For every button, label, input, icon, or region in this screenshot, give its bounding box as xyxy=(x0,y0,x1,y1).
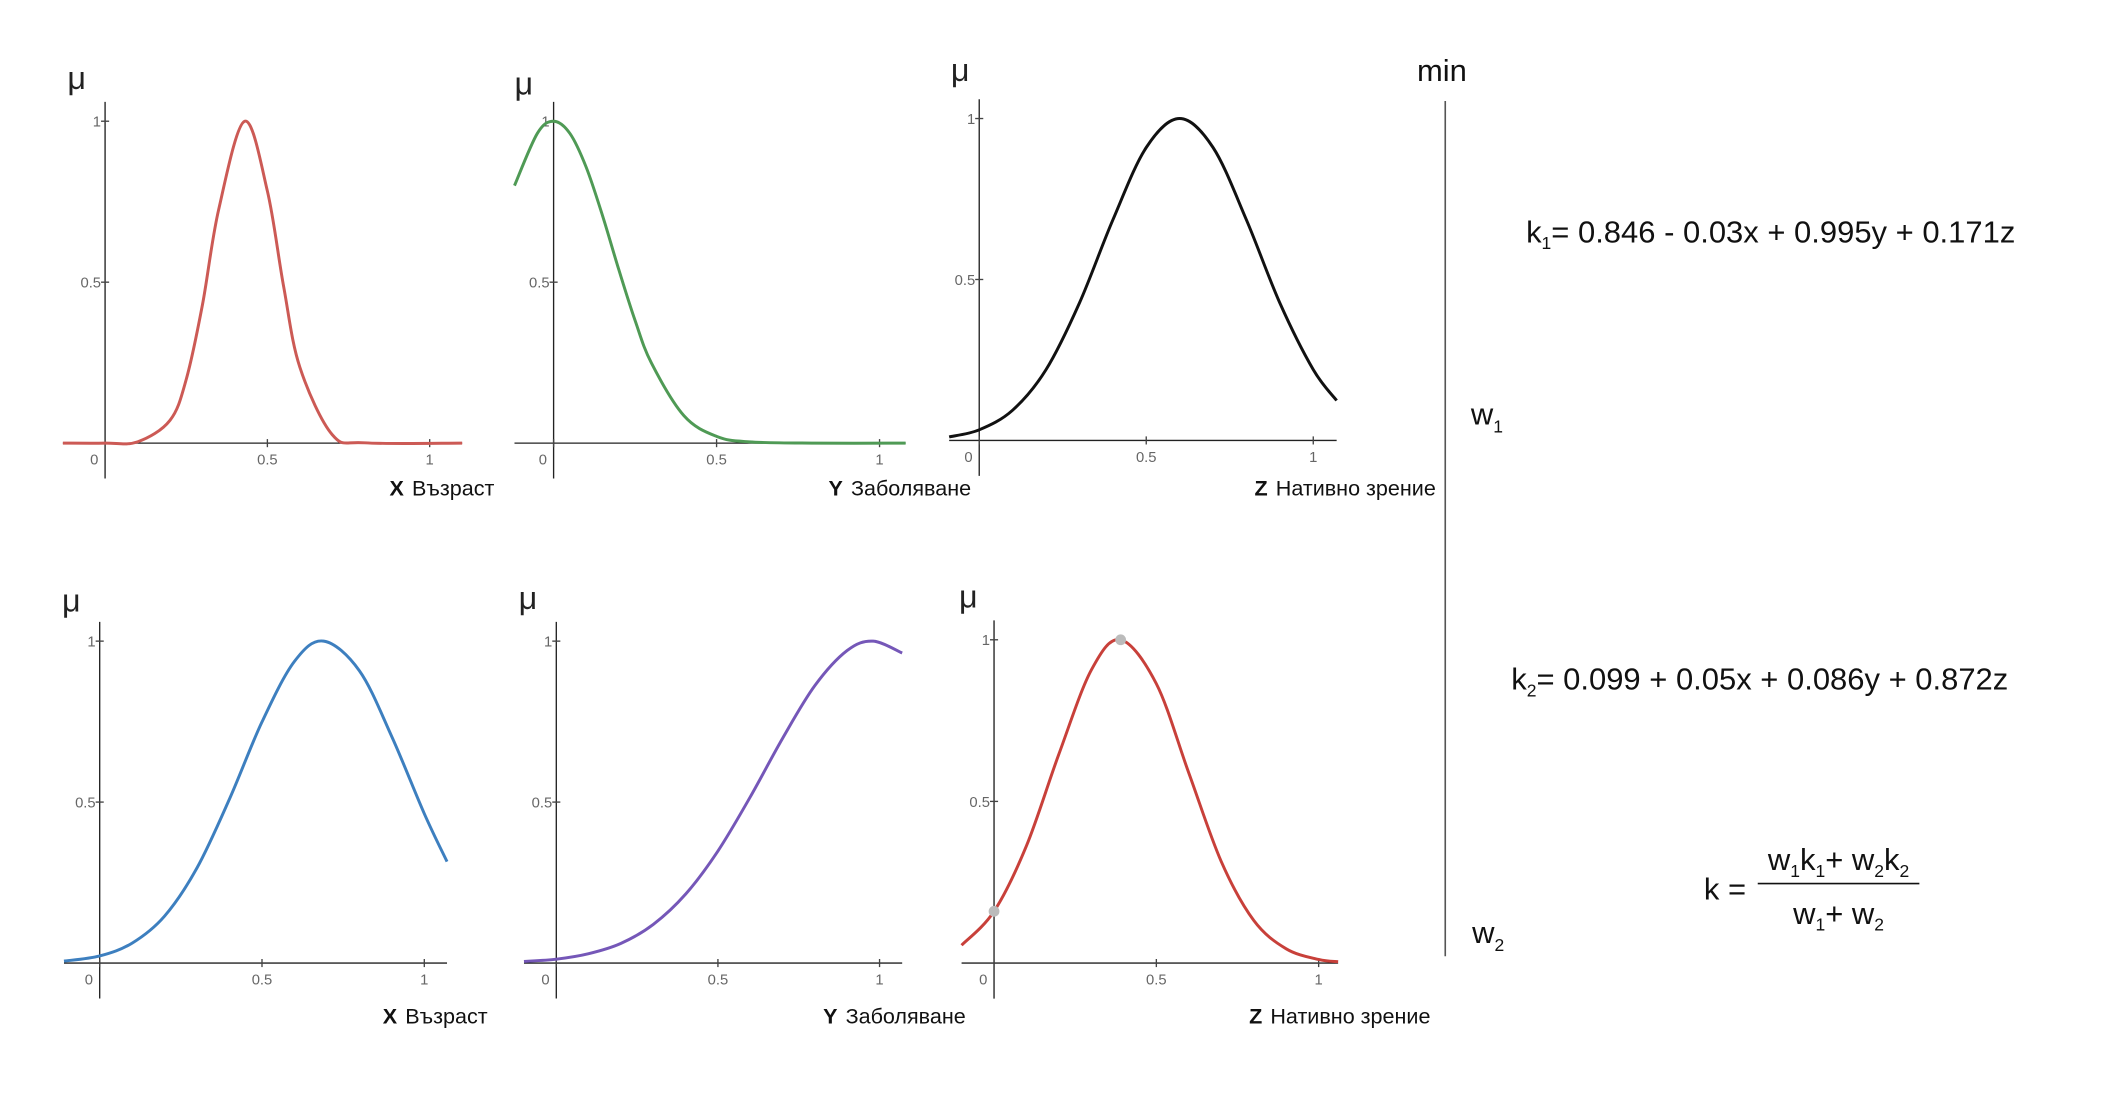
y-tick-label: 1 xyxy=(982,633,990,649)
y-axis-label: μ xyxy=(951,52,970,88)
k1-formula: k1= 0.846 - 0.03x + 0.995y + 0.171z xyxy=(1526,214,2015,253)
y-tick-label: 1 xyxy=(544,635,552,651)
x-var: Z xyxy=(1249,1004,1262,1029)
sub-piece: 1 xyxy=(1790,861,1800,881)
chart: 0 0.5 1 0.5 1 μ Z Нативно зрение xyxy=(959,578,1430,1028)
w-sub: 1 xyxy=(1493,416,1503,436)
sub-piece: 2 xyxy=(1874,915,1884,935)
w-sub: 2 xyxy=(1495,935,1505,955)
y-tick-label: 0.5 xyxy=(955,273,976,289)
k-numerator: w1k1+ w2k2 xyxy=(1767,842,1909,881)
x-tick-label: 0.5 xyxy=(706,453,727,469)
x-tick-label: 0.5 xyxy=(708,973,729,989)
x-var: X xyxy=(383,1004,398,1029)
k-sub: 1 xyxy=(1542,233,1552,253)
y-tick-label: 0.5 xyxy=(529,276,550,292)
y-tick-label: 0.5 xyxy=(532,795,553,811)
piece: w xyxy=(1792,896,1816,931)
y-tick-label: 1 xyxy=(87,635,95,651)
curve xyxy=(523,639,903,963)
x-name: Възраст xyxy=(412,476,494,501)
sub-piece: 2 xyxy=(1874,861,1884,881)
x-tick-label: 1 xyxy=(875,973,883,989)
x-axis-label: X Възраст xyxy=(383,1004,488,1029)
k-denominator: w1+ w2 xyxy=(1792,896,1884,935)
x-axis-label: Y Заболяване xyxy=(823,1004,966,1029)
y-tick-label: 1 xyxy=(967,112,975,128)
chart: 0 0.5 1 0.5 1 μ X Възраст xyxy=(62,582,488,1028)
highlight-point xyxy=(988,905,1000,917)
y-tick-label: 1 xyxy=(93,115,101,131)
x-tick-label: 0.5 xyxy=(1146,973,1167,989)
k2-formula: k2= 0.099 + 0.05x + 0.086y + 0.872z xyxy=(1511,662,2008,701)
x-tick-label: 0.5 xyxy=(257,453,278,469)
piece: w xyxy=(1767,842,1791,877)
piece: + w xyxy=(1825,842,1875,877)
piece: k xyxy=(1800,842,1816,877)
curve xyxy=(63,639,449,963)
x-tick-label: 0 xyxy=(979,973,987,989)
x-var: Y xyxy=(829,476,844,501)
w1-label: w1 xyxy=(1470,396,1503,436)
curve xyxy=(948,117,1338,439)
k-rest: = 0.099 + 0.05x + 0.086y + 0.872z xyxy=(1536,662,2008,697)
x-tick-label: 1 xyxy=(1309,450,1317,466)
x-name: Заболяване xyxy=(851,476,971,501)
y-tick-label: 0.5 xyxy=(80,276,101,292)
y-axis-label: μ xyxy=(519,580,538,616)
y-axis-label: μ xyxy=(67,60,86,96)
k-base: k xyxy=(1526,214,1542,249)
y-axis-label: μ xyxy=(959,578,978,614)
k-rest: = 0.846 - 0.03x + 0.995y + 0.171z xyxy=(1551,214,2015,249)
x-tick-label: 1 xyxy=(426,453,434,469)
x-tick-label: 0.5 xyxy=(252,973,273,989)
x-axis-label: Z Нативно зрение xyxy=(1255,476,1436,501)
x-tick-label: 1 xyxy=(1315,973,1323,989)
k-base: k xyxy=(1511,662,1527,697)
x-tick-label: 0.5 xyxy=(1136,450,1157,466)
x-var: Z xyxy=(1255,476,1268,501)
piece: k xyxy=(1884,842,1900,877)
x-tick-label: 0 xyxy=(539,453,547,469)
sub-piece: 1 xyxy=(1815,861,1825,881)
piece: + w xyxy=(1825,896,1875,931)
x-name: Нативно зрение xyxy=(1270,1004,1430,1029)
x-axis-label: Z Нативно зрение xyxy=(1249,1004,1430,1029)
y-axis-label: μ xyxy=(515,65,534,101)
curve xyxy=(62,119,463,446)
k-sub: 2 xyxy=(1527,680,1537,700)
x-tick-label: 0 xyxy=(541,973,549,989)
chart: 0 0.5 1 0.5 1 μ Y Заболяване xyxy=(519,580,966,1029)
y-axis-label: μ xyxy=(62,582,81,618)
y-tick-label: 0.5 xyxy=(969,795,990,811)
x-axis-label: X Възраст xyxy=(390,476,495,501)
x-name: Заболяване xyxy=(846,1004,966,1029)
curve xyxy=(513,119,906,445)
x-axis-label: Y Заболяване xyxy=(829,476,972,501)
y-tick-label: 0.5 xyxy=(75,795,96,811)
min-label: min xyxy=(1417,53,1467,88)
chart: 0 0.5 1 0.5 1 μ Y Заболяване xyxy=(513,65,972,501)
x-tick-label: 0 xyxy=(90,453,98,469)
x-var: X xyxy=(390,476,405,501)
x-tick-label: 1 xyxy=(420,973,428,989)
x-tick-label: 1 xyxy=(875,453,883,469)
x-var: Y xyxy=(823,1004,838,1029)
chart: 0 0.5 1 0.5 1 μ X Възраст xyxy=(62,60,495,501)
chart: 0 0.5 1 0.5 1 μ Z Нативно зрение xyxy=(948,52,1436,501)
x-name: Възраст xyxy=(405,1004,487,1029)
w-base: w xyxy=(1471,915,1495,950)
w2-label: w2 xyxy=(1471,915,1504,955)
sub-piece: 1 xyxy=(1815,915,1825,935)
curve xyxy=(960,638,1339,964)
x-tick-label: 0 xyxy=(964,450,972,466)
x-name: Нативно зрение xyxy=(1276,476,1436,501)
x-tick-label: 0 xyxy=(85,973,93,989)
highlight-point xyxy=(1115,634,1127,646)
k-lhs: k = xyxy=(1704,872,1746,907)
w-base: w xyxy=(1470,396,1494,431)
sub-piece: 2 xyxy=(1899,861,1909,881)
